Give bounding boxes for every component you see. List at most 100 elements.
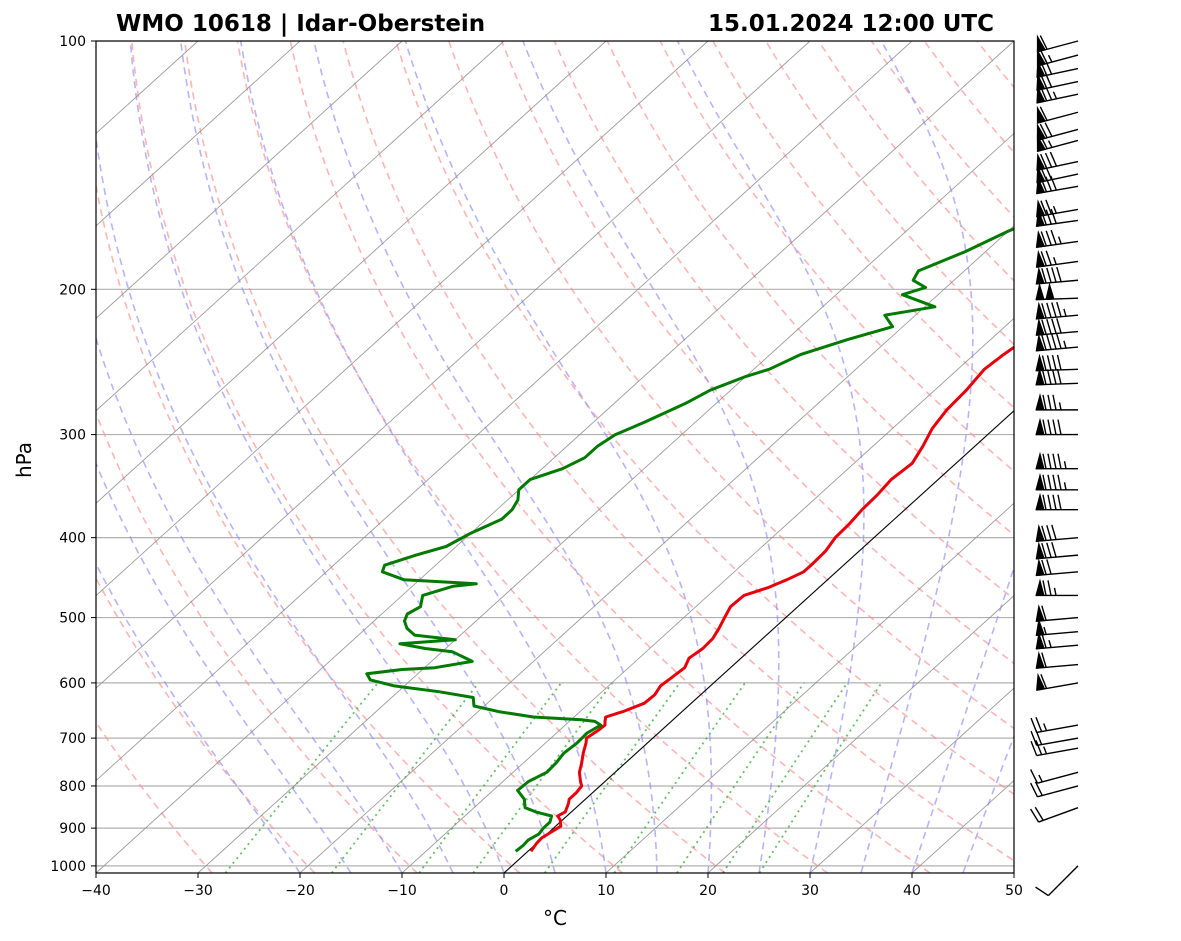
y-tick-label: 200 — [59, 282, 86, 298]
wind-barb-pennant — [1036, 152, 1046, 171]
wind-barb-feather — [1042, 419, 1047, 435]
isotherm — [197, 132, 1014, 873]
wind-barb — [1030, 769, 1079, 784]
dry-adiabat — [1136, 41, 1181, 873]
wind-barb-feather — [1056, 333, 1062, 349]
wind-barb — [1035, 472, 1078, 491]
wind-barb — [1035, 578, 1078, 597]
moist-adiabat — [676, 41, 865, 873]
wind-barb-pennant — [1035, 604, 1045, 622]
wind-barb-half-feather — [1053, 587, 1057, 596]
wind-barb-feather — [1052, 453, 1057, 469]
wind-barb-staff — [1037, 785, 1079, 798]
wind-barb-feather — [1041, 605, 1047, 621]
wind-barb-staff — [1036, 724, 1079, 734]
dry-adiabat — [553, 41, 1014, 600]
wind-barb-pennant — [1036, 672, 1046, 691]
wind-barb — [1036, 48, 1079, 67]
wind-barbs — [1029, 34, 1079, 897]
wind-barb-feather — [1035, 886, 1049, 897]
wind-barb-pennant — [1035, 618, 1045, 636]
wind-barb-feather — [1046, 542, 1052, 558]
wind-barb-feather — [1041, 543, 1047, 559]
x-axis-ticks: −40 −30 −20 −10 0 10 20 30 40 50 — [81, 873, 1023, 899]
dry-adiabat — [712, 41, 1014, 409]
dry-adiabat — [96, 182, 521, 873]
wind-barb-feather — [1047, 474, 1052, 490]
wind-barb-pennant — [1035, 631, 1045, 650]
wind-barb-feather — [1042, 394, 1047, 411]
x-tick-label: 30 — [801, 883, 819, 899]
wind-barb — [1036, 122, 1079, 141]
dry-adiabat — [342, 41, 1014, 862]
x-tick-label: 40 — [903, 883, 921, 899]
wind-barb-feather — [1030, 730, 1038, 746]
wind-barb-pennant — [1035, 333, 1045, 352]
mixing-ratio-line — [758, 682, 883, 873]
isotherm — [96, 41, 403, 319]
moist-adiabat — [962, 734, 1014, 873]
wind-barb-feather — [1034, 806, 1044, 821]
wind-barb-feather — [1041, 652, 1047, 668]
dry-adiabat — [500, 41, 1014, 665]
isotherms — [96, 41, 1014, 873]
wind-barb-feather — [1050, 208, 1057, 224]
wind-barb-feather — [1040, 231, 1047, 247]
isotherm — [96, 41, 607, 504]
wind-barb-feather — [1051, 334, 1057, 350]
wind-barb-feather — [1051, 524, 1057, 540]
wind-barb-feather — [1041, 335, 1047, 351]
wind-barb-pennant — [1035, 367, 1045, 386]
temperature-profile — [529, 345, 1014, 853]
dry-adiabat — [1030, 41, 1181, 873]
sounding-profiles — [365, 227, 1014, 853]
dry-adiabat — [870, 41, 1014, 218]
wind-barb-feather — [1045, 230, 1052, 246]
wind-barb-half-feather — [1063, 308, 1067, 317]
wind-barb-pennant — [1036, 165, 1046, 184]
y-tick-label: 300 — [59, 428, 86, 444]
chart-title-datetime: 15.01.2024 12:00 UTC — [708, 11, 994, 37]
wind-barb-pennant — [1035, 558, 1045, 576]
wind-barb-feather — [1042, 580, 1047, 596]
moist-adiabat — [522, 41, 780, 873]
wind-barb-feather — [1046, 525, 1052, 541]
wind-barb — [1035, 392, 1078, 411]
chart-title-station: WMO 10618 | Idar-Oberstein — [116, 11, 485, 37]
wind-barb-feather — [1051, 302, 1057, 318]
wind-barb-pennant — [1035, 301, 1045, 320]
isotherm — [96, 41, 1014, 873]
moist-adiabat — [860, 41, 974, 873]
moist-adiabat — [179, 41, 556, 873]
wind-barb-half-feather — [1043, 746, 1048, 755]
wind-barb-half-feather — [1063, 482, 1067, 490]
wind-barb-feather — [1057, 474, 1062, 490]
isotherm — [96, 41, 811, 689]
wind-barb-half-feather — [1053, 257, 1057, 265]
wind-barb-pennant — [1035, 541, 1045, 560]
dry-adiabat — [817, 41, 1014, 282]
wind-barb-feather — [1046, 318, 1052, 335]
mixing-ratio-lines — [224, 682, 883, 873]
wind-barb-feather — [1029, 808, 1040, 823]
wind-barb-pennant — [1045, 282, 1055, 300]
wind-barb-feather — [1047, 394, 1052, 411]
isotherm — [96, 41, 709, 597]
x-tick-label: 20 — [699, 883, 717, 899]
zero-degree-isotherm-group — [503, 410, 1014, 873]
dry-adiabat — [448, 41, 1014, 730]
pressure-gridlines — [96, 41, 1014, 867]
x-tick-label: −20 — [285, 883, 315, 899]
dry-adiabat — [976, 41, 1014, 89]
y-tick-label: 500 — [59, 611, 86, 627]
wind-barb — [1035, 631, 1079, 650]
isotherm — [96, 41, 301, 227]
wind-barb-pennant — [1036, 105, 1046, 124]
wind-barb-feather — [1042, 494, 1047, 510]
wind-barb-feather — [1040, 200, 1048, 216]
isotherm — [707, 595, 1014, 873]
y-axis-ticks: 100 200 300 400 500 600 700 800 900 1000 — [50, 34, 96, 875]
wind-barb-feather — [1040, 251, 1047, 267]
wind-barb-feather — [1052, 474, 1057, 490]
wind-barb-feather — [1056, 318, 1062, 334]
